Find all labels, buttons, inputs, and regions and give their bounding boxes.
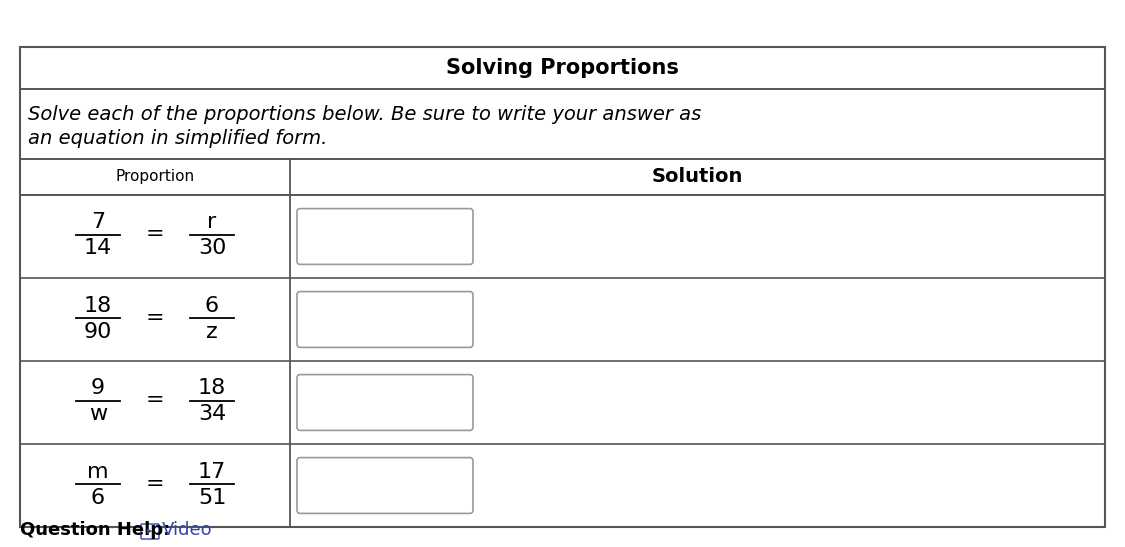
FancyBboxPatch shape (297, 458, 472, 514)
Text: 14: 14 (84, 238, 113, 259)
FancyBboxPatch shape (297, 292, 472, 347)
Bar (20, 47, 1105, 527)
Text: m: m (88, 462, 109, 481)
Text: =: = (146, 307, 164, 328)
Text: ▶: ▶ (147, 528, 153, 534)
Text: Video: Video (162, 521, 213, 539)
Text: 7: 7 (91, 212, 105, 232)
Text: 6: 6 (205, 295, 219, 316)
Text: 17: 17 (198, 462, 226, 481)
FancyBboxPatch shape (297, 375, 472, 430)
Text: Solving Proportions: Solving Proportions (446, 58, 680, 78)
Text: Proportion: Proportion (116, 170, 195, 184)
Text: 34: 34 (198, 404, 226, 424)
Text: 30: 30 (198, 238, 226, 259)
Text: =: = (146, 474, 164, 493)
Text: 18: 18 (198, 379, 226, 399)
Text: r: r (207, 212, 217, 232)
Text: an equation in simplified form.: an equation in simplified form. (28, 129, 327, 148)
Text: w: w (89, 404, 107, 424)
Text: Question Help:: Question Help: (20, 521, 170, 539)
FancyBboxPatch shape (297, 208, 472, 264)
Text: Solve each of the proportions below. Be sure to write your answer as: Solve each of the proportions below. Be … (28, 104, 701, 124)
FancyBboxPatch shape (141, 524, 159, 539)
Text: 18: 18 (84, 295, 113, 316)
Text: 90: 90 (83, 322, 113, 341)
Text: 51: 51 (198, 487, 226, 508)
Text: =: = (146, 224, 164, 245)
Text: 6: 6 (91, 487, 105, 508)
Text: =: = (146, 391, 164, 410)
Text: z: z (206, 322, 218, 341)
Text: Solution: Solution (651, 167, 744, 187)
Text: 9: 9 (91, 379, 105, 399)
